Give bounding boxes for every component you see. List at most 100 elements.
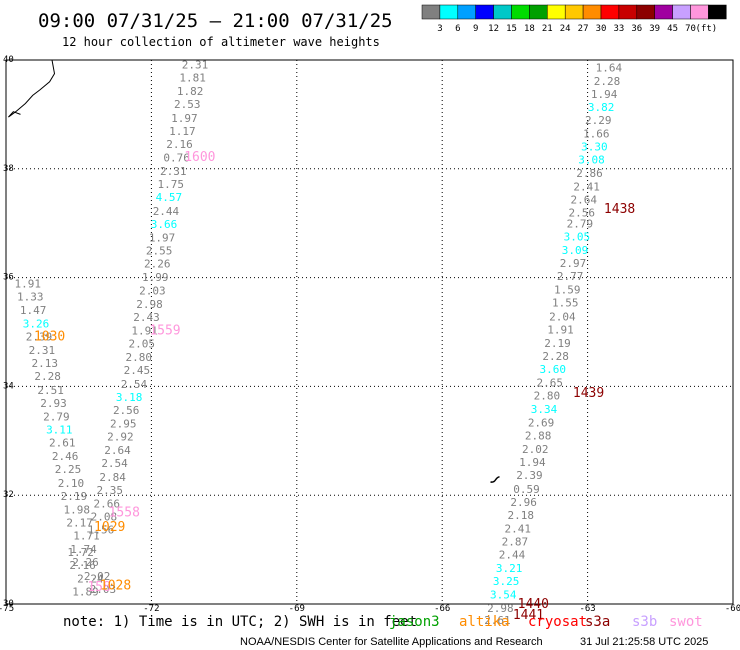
wave-height-value: 2.43 bbox=[133, 311, 160, 324]
wave-height-value: 1.64 bbox=[596, 62, 623, 75]
color-scale-swatch bbox=[708, 4, 727, 20]
wave-height-value: 2.54 bbox=[121, 378, 148, 391]
wave-height-value: 1.66 bbox=[583, 128, 610, 141]
color-scale-label: 27 bbox=[578, 24, 589, 34]
wave-height-value: 2.31 bbox=[160, 165, 187, 178]
wave-height-value: 2.28 bbox=[34, 370, 61, 383]
wave-height-value: 2.69 bbox=[528, 416, 555, 429]
wave-height-value: 2.16 bbox=[69, 559, 96, 572]
y-tick-label: 34 bbox=[3, 381, 14, 391]
generated-timestamp: 31 Jul 21:25:58 UTC 2025 bbox=[580, 636, 708, 648]
color-scale-swatch bbox=[493, 4, 512, 20]
wave-height-value: 2.05 bbox=[128, 338, 155, 351]
y-tick-label: 40 bbox=[3, 55, 14, 65]
wave-height-value: 2.88 bbox=[525, 429, 552, 442]
wave-height-value: 2.44 bbox=[153, 205, 180, 218]
wave-height-value: 2.98 bbox=[136, 298, 163, 311]
wave-height-value: 3.09 bbox=[562, 244, 589, 257]
wave-height-value: 2.96 bbox=[510, 496, 537, 509]
satellite-legend-entry: jason3 bbox=[389, 614, 440, 630]
wave-height-value: 1.91 bbox=[547, 323, 574, 336]
wave-height-value: 2.25 bbox=[55, 463, 82, 476]
pass-time-label: 1441 bbox=[513, 608, 544, 623]
wave-height-value: 3.30 bbox=[581, 141, 608, 154]
units-note: note: 1) Time is in UTC; 2) SWH is in fe… bbox=[63, 614, 417, 630]
pass-time-label: 158 bbox=[87, 580, 110, 595]
wave-height-value: 1.17 bbox=[169, 125, 196, 138]
wave-height-value: 2.28 bbox=[542, 350, 569, 363]
y-tick-label: 36 bbox=[3, 273, 14, 283]
color-scale-swatch bbox=[636, 4, 655, 20]
color-scale-swatch bbox=[475, 4, 494, 20]
wave-height-value: 2.10 bbox=[58, 477, 85, 490]
wave-height-value: 2.64 bbox=[570, 193, 597, 206]
satellite-legend-entry: s3a bbox=[585, 614, 610, 630]
plot-frame bbox=[5, 59, 734, 605]
wave-height-value: 2.51 bbox=[37, 384, 64, 397]
wave-height-value: 2.19 bbox=[544, 337, 571, 350]
wave-height-value: 2.86 bbox=[576, 167, 603, 180]
wave-height-value: 3.54 bbox=[490, 588, 517, 601]
color-scale-swatch bbox=[564, 4, 584, 20]
color-scale-swatch bbox=[511, 4, 530, 20]
wave-height-value: 2.13 bbox=[32, 357, 59, 370]
wave-height-value: 1.59 bbox=[554, 284, 581, 297]
wave-height-value: 1.97 bbox=[171, 112, 198, 125]
color-scale-swatch bbox=[654, 4, 673, 20]
x-tick-label: -60 bbox=[725, 604, 740, 614]
color-scale-label: 70 bbox=[685, 24, 696, 34]
wave-height-value: 3.18 bbox=[116, 391, 143, 404]
wave-height-value: 2.93 bbox=[40, 397, 67, 410]
wave-height-value: 1.94 bbox=[591, 88, 618, 101]
color-scale-swatch bbox=[618, 4, 638, 20]
pass-time-label: 1440 bbox=[518, 597, 549, 612]
pass-time-labels: 1600155915581581030102910281438143914401… bbox=[34, 150, 635, 623]
color-scale-swatch bbox=[457, 4, 476, 20]
y-tick-label: 32 bbox=[3, 490, 14, 500]
pass-time-label: 1030 bbox=[34, 329, 65, 344]
wave-height-value: 1.94 bbox=[519, 456, 546, 469]
wave-height-value: 2.31 bbox=[29, 344, 56, 357]
wave-height-value: 3.66 bbox=[151, 218, 178, 231]
wave-height-value: 1.97 bbox=[149, 231, 176, 244]
color-scale-label: 39 bbox=[649, 24, 660, 34]
wave-height-values: 2.311.811.822.531.971.172.160.762.311.75… bbox=[15, 58, 623, 626]
pass-time-label: 1559 bbox=[149, 323, 180, 338]
color-scale-unit: (ft) bbox=[696, 24, 718, 34]
wave-height-value: 2.03 bbox=[90, 583, 117, 596]
wave-height-value: 2.79 bbox=[43, 410, 70, 423]
color-scale-label: 15 bbox=[506, 24, 517, 34]
pass-time-label: 1439 bbox=[573, 386, 604, 401]
y-tick-label: 38 bbox=[3, 164, 14, 174]
wave-height-value: 1.74 bbox=[70, 543, 97, 556]
wave-height-value: 3.11 bbox=[46, 423, 73, 436]
wave-height-value: 1.71 bbox=[73, 530, 100, 543]
wave-height-value: 2.61 bbox=[49, 437, 76, 450]
wave-height-value: 2.64 bbox=[104, 444, 131, 457]
pass-time-label: 1438 bbox=[604, 202, 635, 217]
color-scale-label: 33 bbox=[613, 24, 624, 34]
wave-height-value: 2.77 bbox=[557, 270, 584, 283]
pass-time-label: 1558 bbox=[109, 506, 140, 521]
wave-height-value: 2.35 bbox=[96, 484, 123, 497]
x-tick-label: -72 bbox=[143, 604, 159, 614]
wave-height-value: 2.54 bbox=[101, 457, 128, 470]
island-bermuda bbox=[490, 476, 500, 483]
wave-height-value: 2.41 bbox=[505, 522, 532, 535]
wave-height-value: 3.82 bbox=[588, 101, 615, 114]
wave-height-value: 1.81 bbox=[179, 71, 206, 84]
wave-height-value: 2.29 bbox=[585, 114, 612, 127]
wave-height-value: 2.28 bbox=[594, 75, 621, 88]
wave-height-value: 1.82 bbox=[177, 85, 204, 98]
color-scale-label: 6 bbox=[455, 24, 460, 34]
wave-height-value: 3.05 bbox=[564, 230, 591, 243]
wave-height-value: 2.04 bbox=[549, 310, 576, 323]
wave-height-value: 2.02 bbox=[522, 443, 549, 456]
color-scale-swatch bbox=[439, 4, 459, 20]
x-axis-ticks: -75 -72 -69 -66 -63 -60 bbox=[0, 604, 740, 614]
wave-height-value: 3.34 bbox=[531, 403, 558, 416]
color-scale-label: 3 bbox=[437, 24, 442, 34]
wave-height-value: 3.08 bbox=[578, 154, 605, 167]
